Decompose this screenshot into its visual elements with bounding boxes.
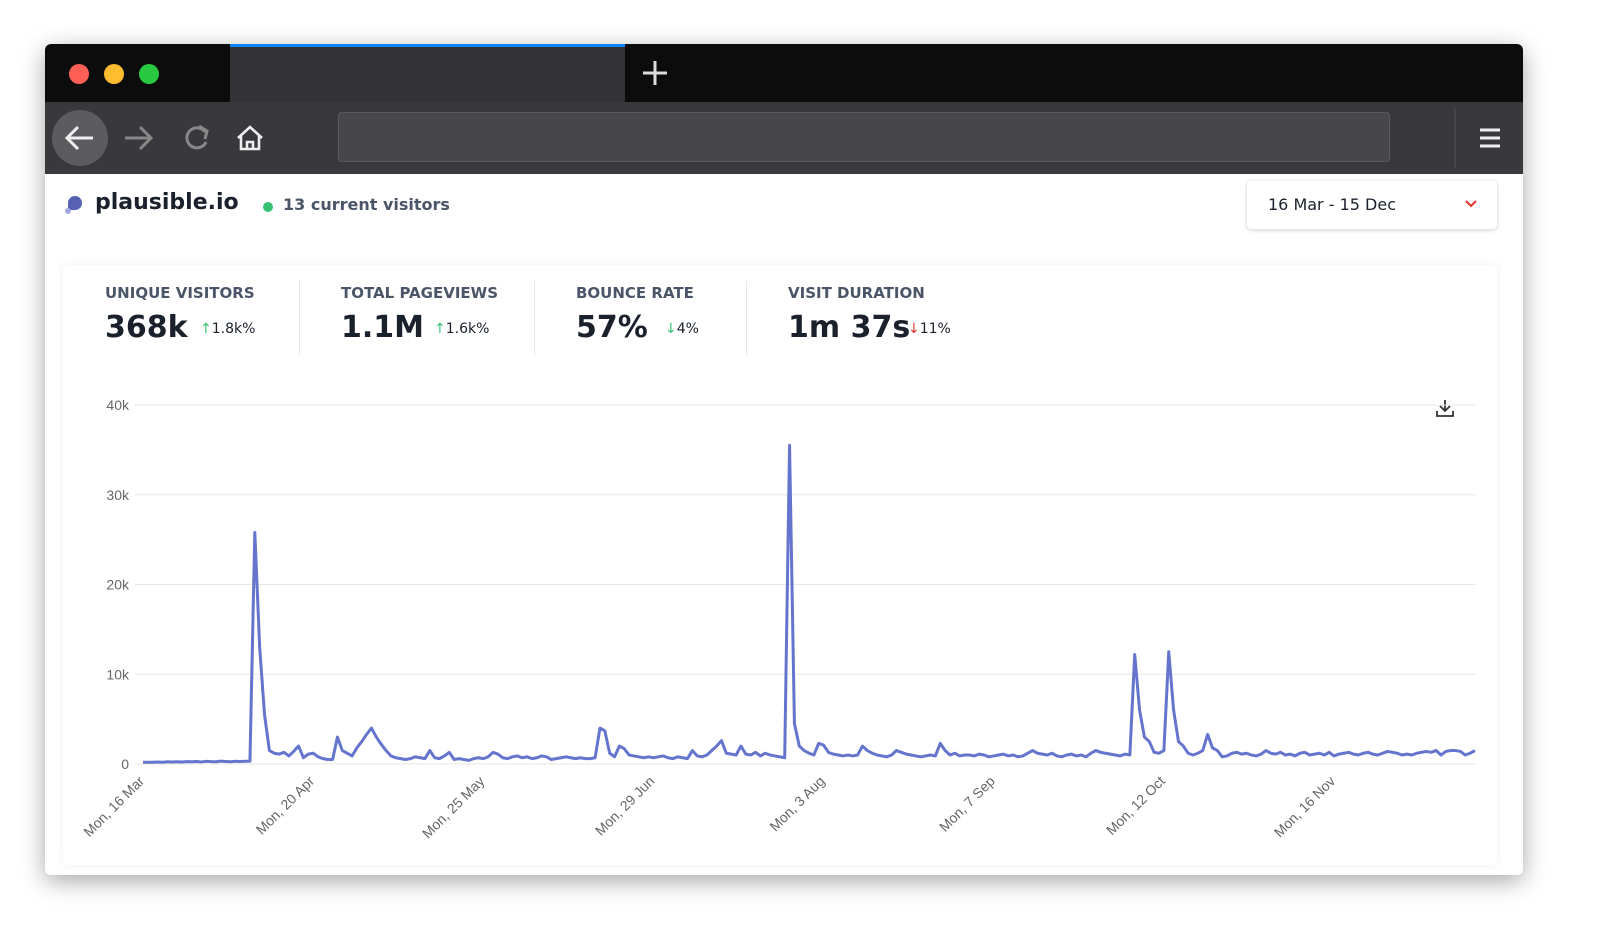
- change-text: 1.6k%: [445, 321, 490, 337]
- stat-value: 1.1M: [341, 310, 424, 345]
- stat-label: BOUNCE RATE: [576, 284, 694, 302]
- address-bar[interactable]: [338, 112, 1390, 162]
- x-tick-label: Mon, 12 Oct: [1103, 773, 1168, 838]
- x-tick-label: Mon, 7 Sep: [936, 773, 998, 835]
- toolbar: [45, 102, 1523, 174]
- x-tick-label: Mon, 16 Mar: [80, 773, 147, 840]
- nav-buttons[interactable]: [45, 102, 285, 174]
- logo: [65, 196, 82, 214]
- tab-bar: [45, 44, 1523, 102]
- y-tick-label: 40k: [106, 397, 130, 413]
- stat-value: 368k: [105, 310, 188, 345]
- x-tick-label: Mon, 29 Jun: [592, 773, 658, 839]
- browser-window: plausible.io 13 current visitors 16 Mar …: [45, 44, 1523, 875]
- y-tick-label: 10k: [106, 666, 130, 682]
- divider: [299, 281, 300, 355]
- stat-value: 57%: [576, 310, 648, 345]
- divider: [534, 281, 535, 355]
- stat-change: ↓11%: [908, 321, 951, 337]
- stat-change: ↑1.8k%: [200, 321, 256, 337]
- menu-button[interactable]: [1453, 106, 1523, 170]
- stat-change: ↑1.6k%: [434, 321, 490, 337]
- date-picker[interactable]: 16 Mar - 15 Dec: [1247, 181, 1497, 229]
- change-text: 4%: [676, 321, 699, 337]
- y-tick-label: 20k: [106, 577, 130, 593]
- change-text: 1.8k%: [211, 321, 256, 337]
- current-visitors[interactable]: 13 current visitors: [283, 195, 450, 214]
- change-text: 11%: [919, 321, 951, 337]
- chevron: [1465, 200, 1477, 208]
- x-tick-label: Mon, 16 Nov: [1271, 773, 1338, 840]
- stat-value: 1m 37s: [788, 310, 911, 345]
- y-tick-label: 30k: [106, 487, 130, 503]
- x-tick-label: Mon, 25 May: [419, 773, 488, 842]
- stat-change: ↓4%: [665, 321, 699, 337]
- y-tick-label: 0: [121, 756, 129, 772]
- date-range: 16 Mar - 15 Dec: [1268, 195, 1396, 214]
- stat-label: VISIT DURATION: [788, 284, 925, 302]
- stat-label: UNIQUE VISITORS: [105, 284, 255, 302]
- x-tick-label: Mon, 20 Apr: [253, 773, 318, 838]
- active-tab[interactable]: [230, 44, 625, 102]
- line: [143, 443, 1476, 764]
- live-dot: [263, 202, 273, 212]
- divider: [746, 281, 747, 355]
- site-name[interactable]: plausible.io: [95, 190, 239, 215]
- x-tick-label: Mon, 3 Aug: [766, 773, 827, 834]
- stats-card: [63, 265, 1497, 865]
- stat-label: TOTAL PAGEVIEWS: [341, 284, 499, 302]
- window-controls[interactable]: [45, 44, 185, 102]
- new-tab[interactable]: [640, 58, 670, 88]
